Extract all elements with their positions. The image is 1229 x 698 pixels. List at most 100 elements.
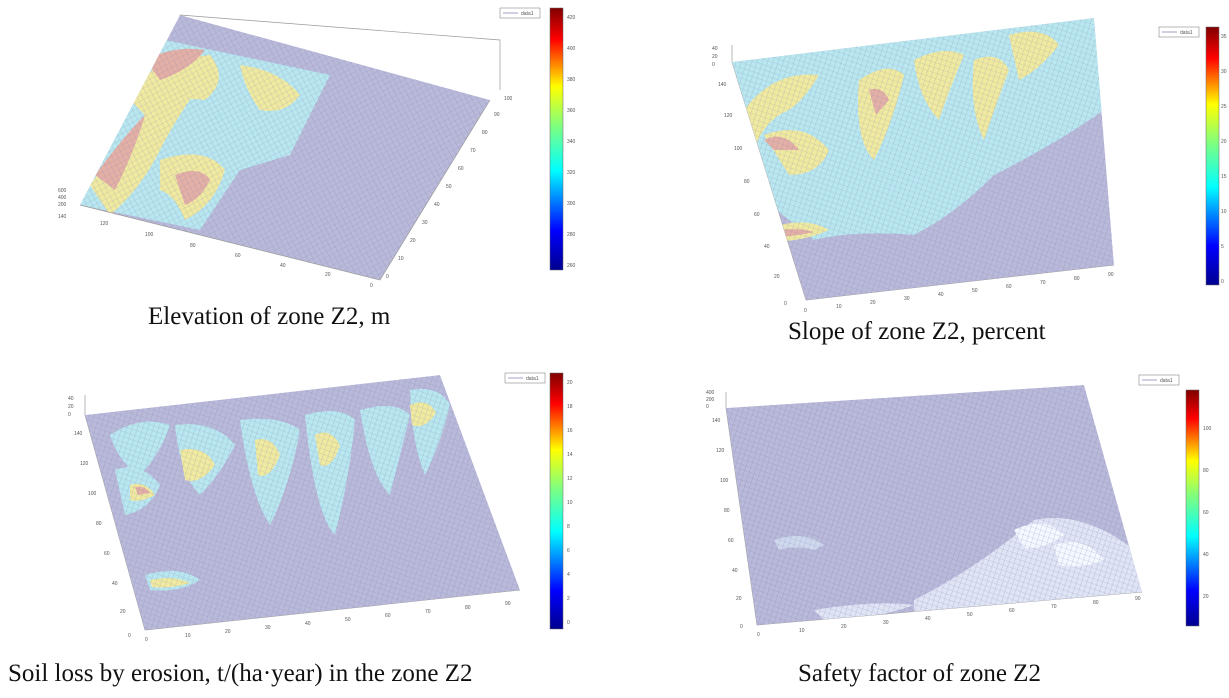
x-tick: 40 (434, 202, 440, 208)
colorbar-tick: 260 (567, 263, 576, 269)
y-tick: 80 (744, 179, 750, 185)
x-tick: 80 (482, 130, 488, 136)
colorbar-tick: 15 (1221, 174, 1227, 180)
colorbar-tick: 420 (567, 15, 576, 21)
y-tick: 140 (712, 418, 721, 424)
x-tick: 90 (494, 112, 500, 118)
colorbar-tick: 14 (567, 452, 573, 458)
x-tick: 40 (305, 621, 311, 627)
colorbar-tick: 380 (567, 77, 576, 83)
colorbar-tick: 10 (567, 500, 573, 506)
slope-surface-plot: 40 20 0 140 120 100 80 60 40 20 0 0 10 2… (712, 18, 1227, 314)
x-tick: 40 (938, 292, 944, 298)
colorbar-tick: 20 (1203, 594, 1209, 600)
y-tick: 100 (720, 478, 729, 484)
colorbar-tick: 5 (1221, 244, 1224, 250)
slope-caption: Slope of zone Z2, percent (788, 318, 1046, 345)
x-tick: 80 (465, 605, 471, 611)
x-tick: 0 (757, 632, 760, 638)
colorbar-tick: 300 (567, 201, 576, 207)
z-tick: 20 (68, 404, 74, 410)
colorbar-tick: 360 (567, 108, 576, 114)
y-tick: 100 (734, 146, 743, 152)
y-tick: 0 (740, 624, 743, 630)
x-tick: 80 (1093, 600, 1099, 606)
y-tick: 20 (774, 274, 780, 280)
colorbar-tick: 400 (567, 46, 576, 52)
x-tick: 100 (504, 96, 513, 102)
x-tick: 30 (883, 620, 889, 626)
y-tick: 20 (736, 596, 742, 602)
safety-factor-caption: Safety factor of zone Z2 (798, 660, 1041, 687)
z-tick: 600 (58, 188, 67, 194)
colorbar-tick: 18 (567, 404, 573, 410)
z-tick: 20 (712, 54, 718, 60)
colorbar-tick: 6 (567, 548, 570, 554)
y-tick: 100 (145, 232, 154, 238)
x-tick: 20 (410, 238, 416, 244)
slope-chart: 40 20 0 140 120 100 80 60 40 20 0 0 10 2… (614, 0, 1229, 330)
y-tick: 0 (128, 633, 131, 639)
x-tick: 50 (967, 612, 973, 618)
x-tick: 50 (345, 617, 351, 623)
y-tick: 120 (724, 113, 733, 119)
z-tick: 40 (712, 46, 718, 52)
x-tick: 90 (1108, 272, 1114, 278)
z-tick: 400 (706, 390, 715, 396)
surface (85, 375, 520, 630)
colorbar-tick: 100 (1203, 426, 1212, 432)
y-tick: 80 (724, 508, 730, 514)
legend-box (1158, 26, 1200, 38)
z-tick: 400 (58, 195, 67, 201)
z-tick: 0 (706, 404, 709, 410)
surface (726, 385, 1142, 625)
x-tick: 70 (425, 609, 431, 615)
x-tick: 10 (836, 304, 842, 310)
colorbar (1185, 389, 1200, 627)
colorbar-tick: 40 (1203, 552, 1209, 558)
z-tick: 0 (712, 62, 715, 68)
x-tick: 10 (799, 628, 805, 634)
colorbar-tick: 60 (1203, 510, 1209, 516)
y-tick: 40 (764, 244, 770, 250)
z-tick: 200 (58, 202, 67, 208)
colorbar-tick: 340 (567, 139, 576, 145)
y-tick: 140 (718, 82, 727, 88)
colorbar-tick: 2 (567, 596, 570, 602)
y-tick: 60 (754, 212, 760, 218)
x-tick: 30 (904, 296, 910, 302)
colorbar-tick: 0 (1221, 279, 1224, 285)
x-tick: 70 (1040, 280, 1046, 286)
x-tick: 10 (185, 633, 191, 639)
x-tick: 30 (265, 625, 271, 631)
legend-box (499, 7, 541, 19)
x-tick: 60 (1006, 284, 1012, 290)
colorbar-tick: 320 (567, 170, 576, 176)
elevation-chart: 140 120 100 80 60 40 20 0 0 10 20 30 40 … (0, 0, 600, 290)
y-tick: 0 (784, 301, 787, 307)
legend-label: data1 (526, 376, 539, 382)
safety-factor-surface-plot: 400 200 0 140 120 100 80 60 40 20 0 0 10… (706, 374, 1212, 638)
x-tick: 50 (972, 288, 978, 294)
legend-label: data1 (1160, 378, 1173, 384)
x-tick: 60 (458, 166, 464, 172)
colorbar-tick: 16 (567, 428, 573, 434)
soil-loss-surface-plot: 40 20 0 140 120 100 80 60 40 20 0 0 10 2… (68, 372, 573, 643)
colorbar-tick: 12 (567, 476, 573, 482)
x-tick: 70 (1051, 604, 1057, 610)
legend-box (504, 372, 546, 384)
legend-label: data1 (1180, 30, 1193, 36)
axis-box (179, 14, 501, 90)
z-tick: 200 (706, 397, 715, 403)
x-tick: 0 (804, 308, 807, 314)
x-tick: 80 (1074, 276, 1080, 282)
y-tick: 140 (74, 431, 83, 437)
colorbar (1205, 26, 1220, 286)
x-tick: 60 (1009, 608, 1015, 614)
colorbar-tick: 4 (567, 572, 570, 578)
y-tick: 120 (716, 448, 725, 454)
x-tick: 40 (925, 616, 931, 622)
safety-factor-chart: 400 200 0 140 120 100 80 60 40 20 0 0 10… (614, 370, 1229, 660)
y-tick: 40 (112, 581, 118, 587)
y-tick: 60 (728, 538, 734, 544)
